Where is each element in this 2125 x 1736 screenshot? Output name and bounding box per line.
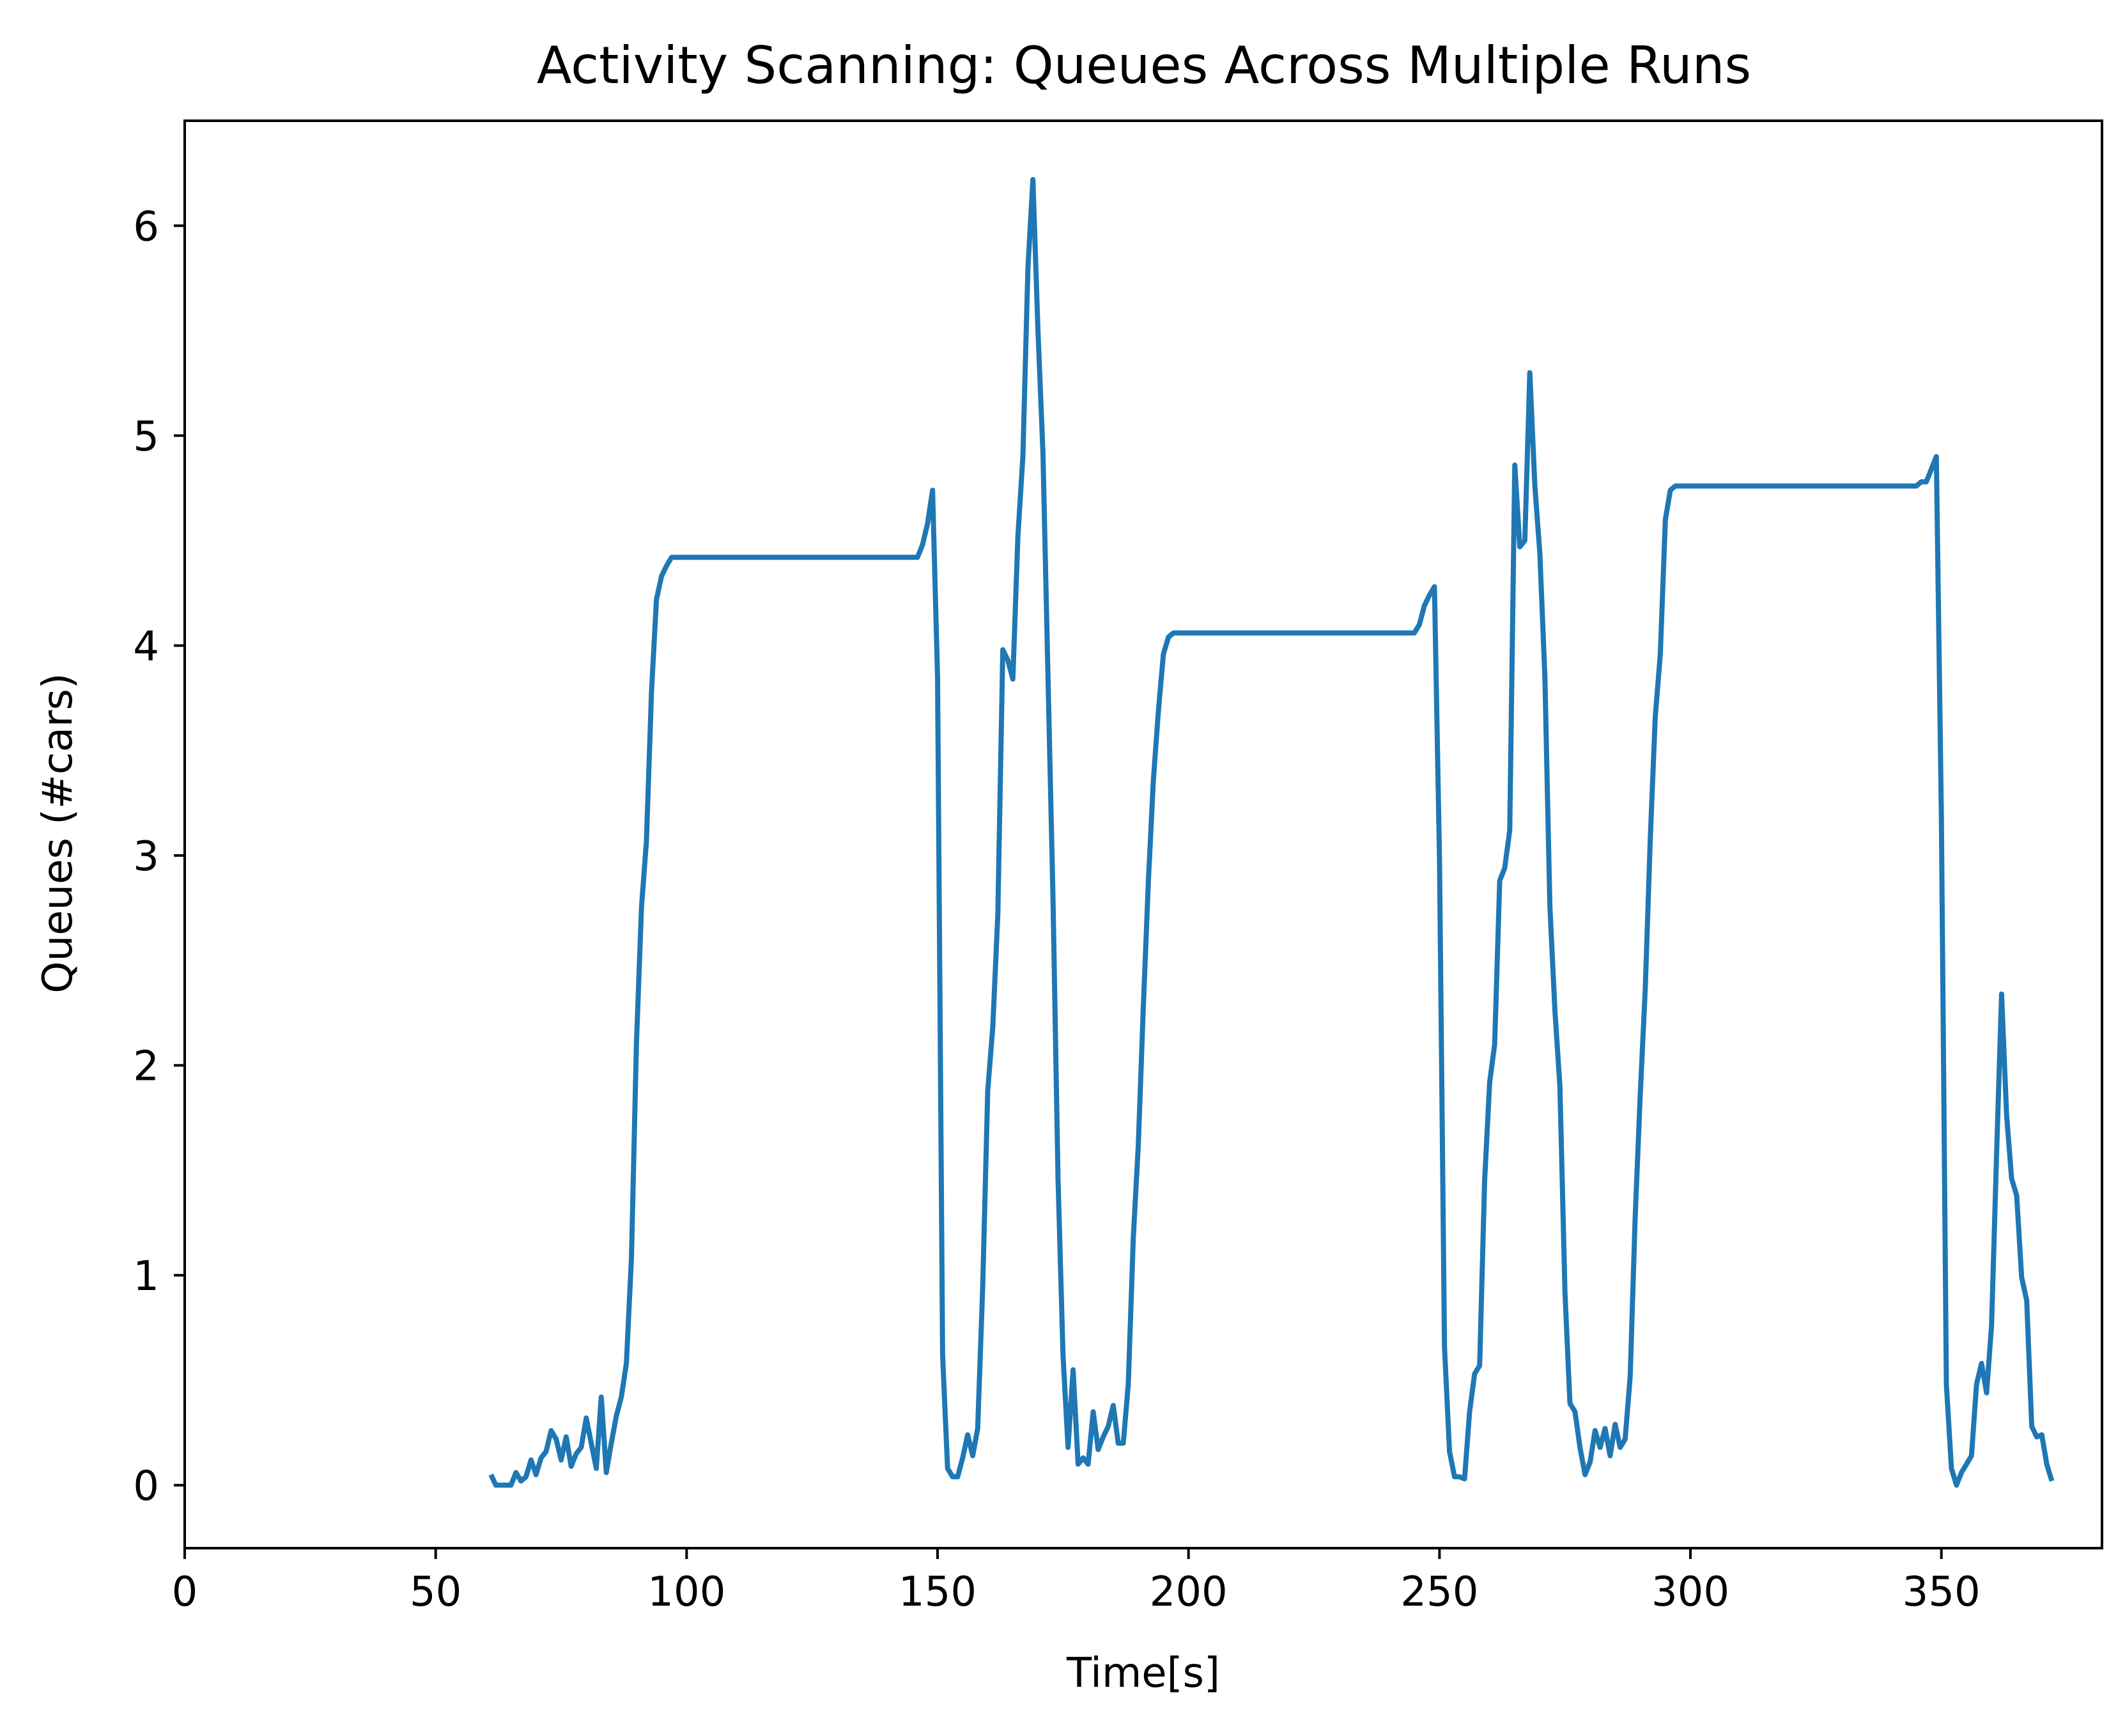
x-tick-label: 150 [899, 1569, 977, 1616]
y-tick-label: 4 [133, 623, 159, 670]
y-axis: 0 1 2 3 4 5 6 [133, 203, 185, 1510]
y-tick-label: 5 [133, 413, 159, 461]
y-axis-label: Queues (#cars) [35, 673, 82, 994]
series-line [488, 177, 2055, 1488]
x-tick-label: 100 [647, 1569, 725, 1616]
y-tick-label: 1 [133, 1253, 159, 1300]
y-tick-label: 2 [133, 1043, 159, 1090]
plot-area [488, 177, 2055, 1488]
x-tick-label: 350 [1903, 1569, 1981, 1616]
x-tick-label: 200 [1150, 1569, 1228, 1616]
x-tick-label: 0 [172, 1569, 198, 1616]
x-axis-label: Time[s] [1066, 1650, 1220, 1697]
y-tick-label: 0 [133, 1463, 159, 1510]
x-tick-label: 300 [1651, 1569, 1729, 1616]
y-tick-label: 6 [133, 203, 159, 250]
x-tick-label: 50 [410, 1569, 461, 1616]
chart-title: Activity Scanning: Queues Across Multipl… [537, 36, 1751, 95]
x-tick-label: 250 [1400, 1569, 1478, 1616]
y-tick-label: 3 [133, 833, 159, 880]
plot-frame [183, 119, 2103, 1549]
x-axis: 0 50 100 150 200 250 300 350 [172, 1548, 1981, 1616]
